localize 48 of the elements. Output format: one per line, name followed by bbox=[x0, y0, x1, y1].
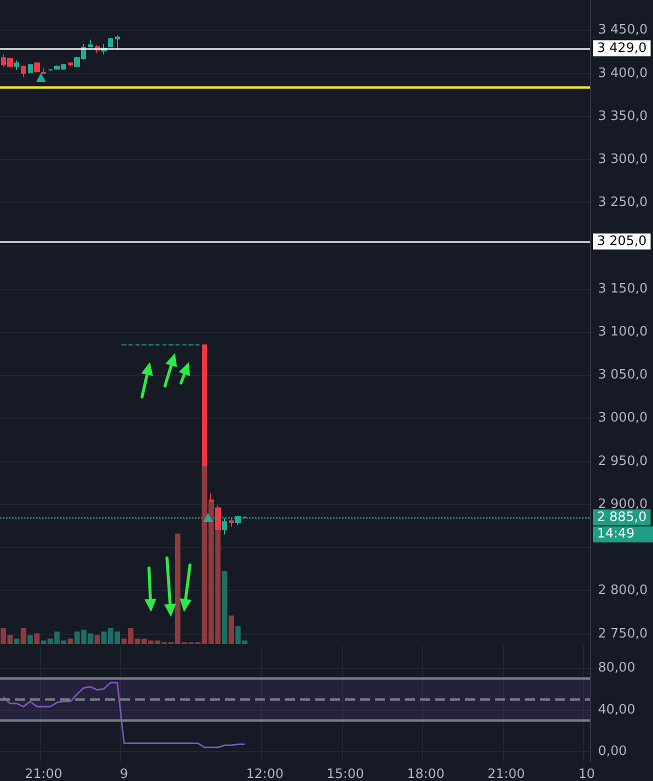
x-tick-label: 18:00 bbox=[407, 767, 444, 781]
candlestick bbox=[68, 62, 73, 67]
y-tick-label: 3 400,0 bbox=[598, 66, 648, 81]
bar bbox=[228, 616, 234, 644]
text: 14:49 bbox=[597, 526, 634, 542]
candlestick bbox=[108, 37, 113, 48]
y-tick-label: 3 350,0 bbox=[598, 108, 648, 124]
bar bbox=[68, 638, 74, 644]
y-tick-label: 3 050,0 bbox=[598, 368, 648, 383]
candlestick bbox=[14, 60, 19, 70]
y-tick-label: 2 750,0 bbox=[598, 626, 648, 642]
x-tick-label: 12:00 bbox=[246, 767, 284, 781]
candlestick bbox=[28, 63, 33, 74]
y-tick-label: 2 800,0 bbox=[598, 583, 648, 598]
y-tick-label: 3 150,0 bbox=[598, 281, 648, 296]
ref-line-label: 3 205,0 bbox=[597, 234, 647, 249]
y-tick-label: 3 250,0 bbox=[598, 195, 648, 210]
bar bbox=[27, 635, 33, 644]
y-tick-label: 3 450,0 bbox=[598, 22, 648, 38]
candlestick bbox=[48, 68, 53, 72]
candlestick bbox=[21, 65, 26, 78]
x-tick-label: 9 bbox=[120, 767, 128, 781]
bar bbox=[20, 628, 26, 644]
line-series bbox=[2, 682, 246, 748]
y-tick-label: 0,00 bbox=[598, 744, 627, 760]
candlestick bbox=[115, 34, 120, 51]
x-tick-label: 21:00 bbox=[487, 767, 525, 781]
bar bbox=[94, 635, 100, 644]
y-tick-label: 3 000,0 bbox=[598, 410, 648, 426]
candlestick bbox=[222, 518, 227, 536]
candlestick bbox=[34, 62, 40, 73]
bar bbox=[34, 633, 40, 644]
y-tick-label: 40,00 bbox=[598, 702, 636, 718]
y-tick-label: 80,00 bbox=[598, 660, 636, 676]
y-tick-label: 2 950,0 bbox=[598, 454, 648, 469]
candlestick bbox=[229, 518, 234, 528]
candlestick bbox=[41, 68, 46, 75]
y-tick-label: 3 300,0 bbox=[598, 152, 648, 168]
x-tick-label: 21:00 bbox=[24, 767, 62, 781]
ref-line-label: 3 429,0 bbox=[597, 40, 647, 56]
x-tick-label: 10 bbox=[578, 767, 595, 781]
bar bbox=[222, 571, 228, 644]
x-tick-label: 15:00 bbox=[326, 767, 364, 781]
bar bbox=[14, 638, 20, 644]
y-tick-label: 3 100,0 bbox=[598, 324, 648, 340]
candlestick bbox=[88, 39, 93, 48]
y-tick-label: 2 900,0 bbox=[598, 496, 648, 512]
ref-line-label: 2 885,0 bbox=[597, 510, 647, 525]
